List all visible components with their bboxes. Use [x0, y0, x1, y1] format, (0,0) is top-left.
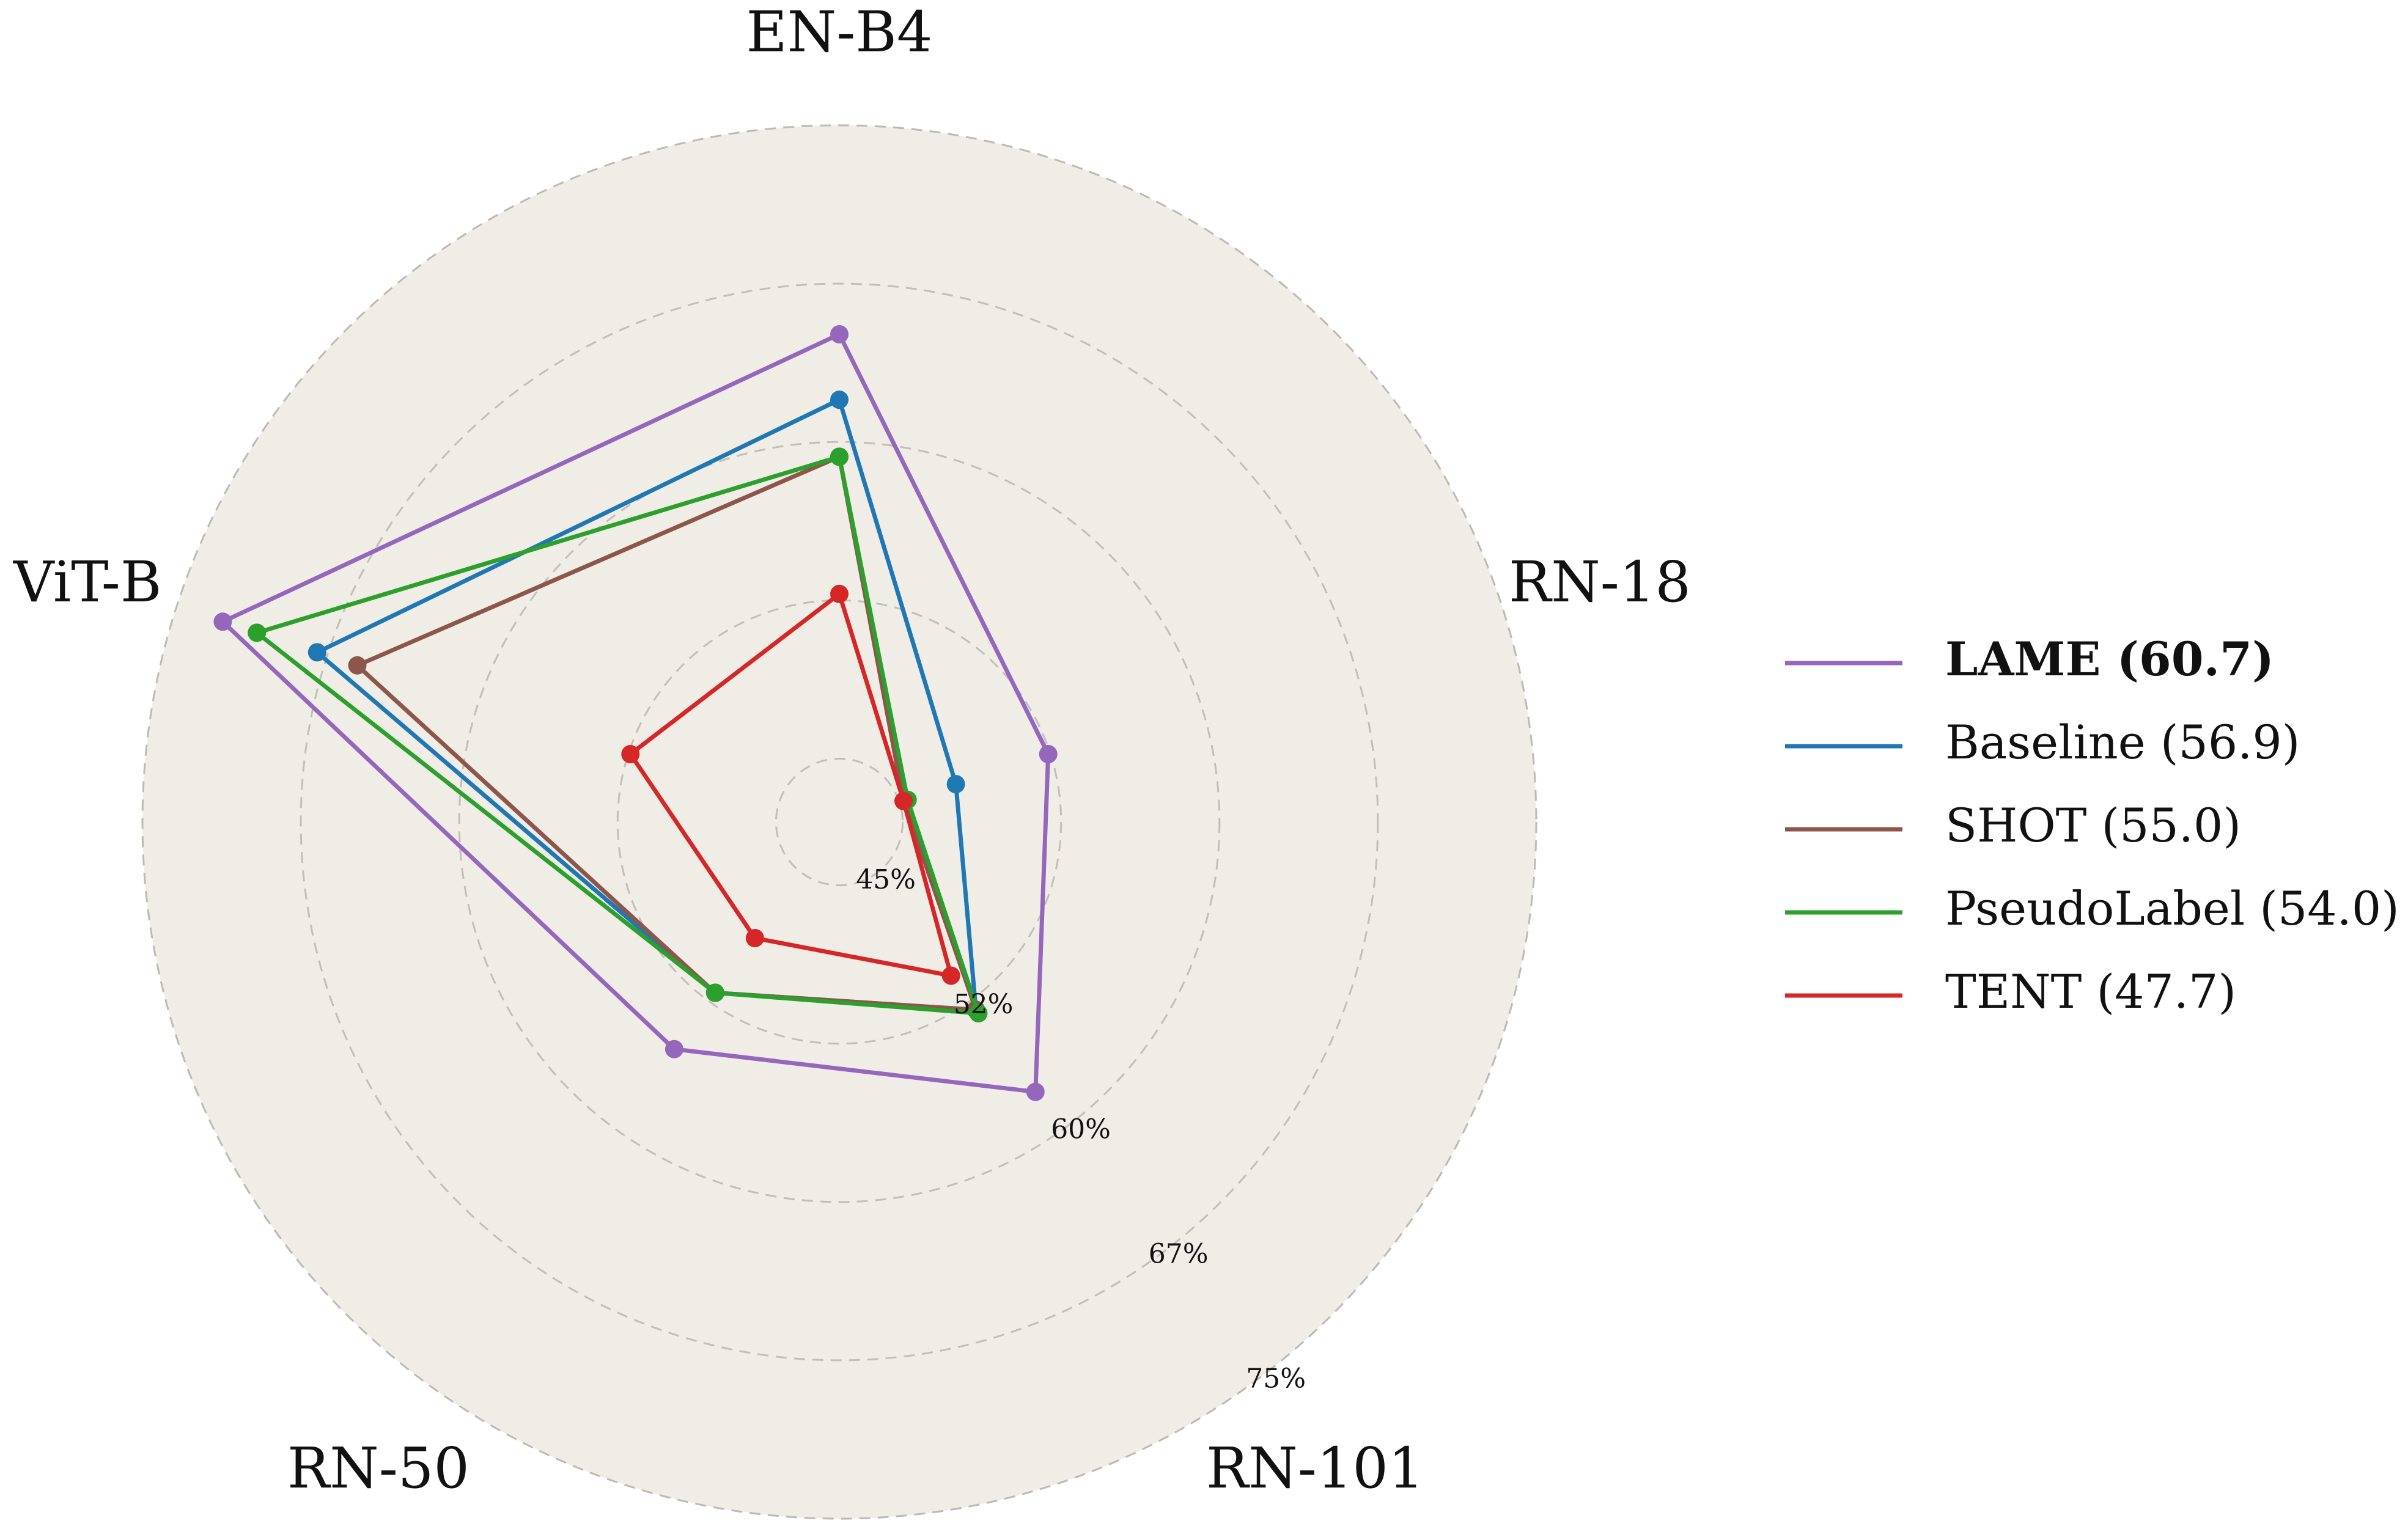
data-point — [969, 1004, 988, 1022]
data-point — [248, 623, 267, 642]
legend-label: PseudoLabel (54.0) — [1945, 881, 2399, 936]
radial-tick-label: 75% — [1246, 1363, 1306, 1395]
axis-label-rn-101: RN-101 — [1206, 1436, 1424, 1501]
grid-ring — [300, 282, 1379, 1362]
radial-tick-label: 45% — [856, 864, 916, 895]
series-line — [252, 453, 982, 1016]
data-point — [348, 656, 367, 675]
legend-label: TENT (47.7) — [1945, 964, 2236, 1019]
legend: LAME (60.7) Baseline (56.9) SHOT (55.0) Pse… — [1785, 632, 2399, 1019]
grid-ring — [775, 757, 904, 887]
legend-label: SHOT (55.0) — [1945, 798, 2241, 853]
series-0 — [213, 325, 1058, 1101]
data-point — [1039, 745, 1058, 763]
series-group — [213, 325, 1058, 1101]
axis-label-en-b4: EN-B4 — [746, 0, 933, 65]
series-3 — [248, 447, 988, 1022]
radial-tick-label: 67% — [1149, 1238, 1209, 1269]
series-line — [627, 590, 954, 978]
grid-rings — [300, 282, 1379, 1362]
data-point — [830, 584, 849, 603]
data-point — [830, 447, 849, 466]
data-point — [665, 1040, 683, 1058]
legend-label: LAME (60.7) — [1945, 632, 2274, 686]
chart-background — [141, 124, 1537, 1520]
data-point — [1026, 1082, 1045, 1101]
data-point — [213, 612, 232, 631]
data-point — [830, 325, 849, 343]
data-point — [941, 966, 960, 985]
radial-tick-labels: 45% 52% 60% 67% 75% — [856, 864, 1306, 1395]
radial-tick-label: 60% — [1051, 1113, 1111, 1145]
series-line — [219, 331, 1051, 1095]
grid-ring — [458, 441, 1221, 1203]
data-point — [307, 643, 326, 662]
axis-label-vit-b: ViT-B — [13, 549, 161, 615]
data-point — [830, 391, 849, 409]
axis-labels: EN-B4 RN-18 RN-101 RN-50 ViT-B — [13, 0, 1691, 1501]
data-point — [745, 929, 764, 947]
data-point — [705, 983, 724, 1002]
axis-label-rn-50: RN-50 — [287, 1436, 469, 1501]
data-point — [946, 775, 965, 794]
data-point — [621, 745, 640, 763]
grid-ring — [616, 599, 1062, 1045]
radial-tick-label: 52% — [954, 989, 1014, 1020]
series-4 — [621, 584, 960, 985]
axis-label-rn-18: RN-18 — [1509, 549, 1691, 615]
data-point — [894, 791, 913, 810]
legend-label: Baseline (56.9) — [1945, 715, 2300, 769]
